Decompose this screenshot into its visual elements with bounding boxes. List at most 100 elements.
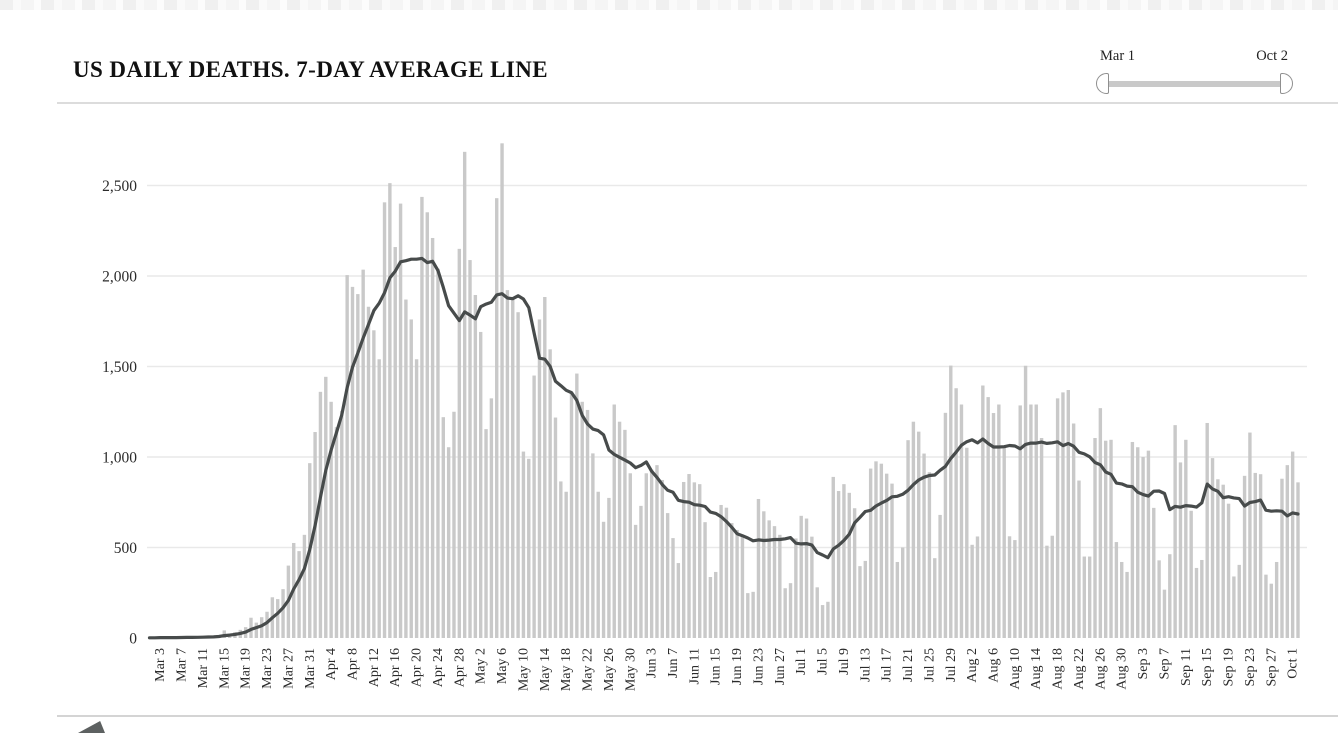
daily-deaths-bar[interactable]: [890, 483, 894, 638]
daily-deaths-bar[interactable]: [500, 143, 504, 638]
daily-deaths-bar[interactable]: [799, 515, 803, 638]
daily-deaths-bar[interactable]: [644, 473, 648, 638]
daily-deaths-bar[interactable]: [414, 359, 419, 638]
daily-deaths-bar[interactable]: [1013, 540, 1017, 638]
daily-deaths-bar[interactable]: [735, 529, 739, 638]
daily-deaths-bar[interactable]: [1077, 480, 1081, 638]
daily-deaths-bar[interactable]: [446, 447, 451, 638]
daily-deaths-bar[interactable]: [911, 421, 916, 638]
daily-deaths-bar[interactable]: [954, 388, 958, 638]
daily-deaths-bar[interactable]: [430, 237, 435, 639]
daily-deaths-bar[interactable]: [1109, 439, 1113, 638]
daily-deaths-bar[interactable]: [1226, 503, 1231, 638]
daily-deaths-bar[interactable]: [852, 508, 857, 638]
daily-deaths-bar[interactable]: [361, 269, 365, 638]
daily-deaths-bar[interactable]: [441, 417, 446, 638]
daily-deaths-bar[interactable]: [420, 196, 424, 638]
daily-deaths-bar[interactable]: [1290, 451, 1295, 638]
daily-deaths-bar[interactable]: [1130, 441, 1135, 638]
daily-deaths-bar[interactable]: [1178, 462, 1183, 638]
daily-deaths-bar[interactable]: [1232, 576, 1236, 638]
daily-deaths-bar[interactable]: [730, 523, 734, 638]
daily-deaths-bar[interactable]: [665, 513, 670, 638]
daily-deaths-bar[interactable]: [1285, 465, 1290, 638]
daily-deaths-bar[interactable]: [462, 151, 467, 639]
daily-deaths-bar[interactable]: [949, 365, 953, 638]
daily-deaths-bar[interactable]: [810, 536, 814, 638]
daily-deaths-bar[interactable]: [847, 492, 851, 638]
daily-deaths-bar[interactable]: [366, 306, 371, 638]
daily-deaths-bar[interactable]: [970, 544, 974, 638]
daily-deaths-bar[interactable]: [681, 481, 686, 638]
daily-deaths-bar[interactable]: [698, 484, 702, 638]
daily-deaths-bar[interactable]: [1242, 475, 1247, 638]
daily-deaths-bar[interactable]: [906, 440, 910, 638]
daily-deaths-bar[interactable]: [1152, 507, 1156, 638]
daily-deaths-bar[interactable]: [543, 296, 547, 638]
daily-deaths-bar[interactable]: [788, 583, 793, 638]
daily-deaths-bar[interactable]: [452, 411, 456, 638]
daily-deaths-bar[interactable]: [997, 404, 1001, 638]
daily-deaths-bar[interactable]: [933, 558, 937, 638]
daily-deaths-bar[interactable]: [302, 534, 307, 638]
daily-deaths-bar[interactable]: [1061, 392, 1065, 638]
daily-deaths-bar[interactable]: [804, 518, 809, 638]
daily-deaths-bar[interactable]: [495, 198, 499, 639]
daily-deaths-bar[interactable]: [259, 617, 264, 638]
daily-deaths-bar[interactable]: [1034, 404, 1038, 638]
daily-deaths-bar[interactable]: [617, 421, 622, 638]
daily-deaths-bar[interactable]: [409, 319, 413, 638]
daily-deaths-bar[interactable]: [1221, 484, 1225, 638]
daily-deaths-bar[interactable]: [1184, 439, 1188, 638]
daily-deaths-bar[interactable]: [1045, 545, 1049, 638]
daily-deaths-bar[interactable]: [1007, 536, 1012, 638]
daily-deaths-bar[interactable]: [975, 536, 980, 638]
daily-deaths-bar[interactable]: [1002, 445, 1006, 638]
daily-deaths-bar[interactable]: [473, 295, 478, 638]
daily-deaths-bar[interactable]: [938, 514, 942, 638]
daily-deaths-bar[interactable]: [559, 481, 563, 638]
daily-deaths-bar[interactable]: [585, 409, 590, 638]
daily-deaths-bar[interactable]: [345, 275, 349, 638]
daily-deaths-bar[interactable]: [382, 202, 387, 638]
daily-deaths-bar[interactable]: [692, 482, 697, 638]
daily-deaths-bar[interactable]: [868, 468, 873, 638]
daily-deaths-bar[interactable]: [548, 349, 552, 638]
daily-deaths-bar[interactable]: [393, 247, 397, 639]
daily-deaths-bar[interactable]: [1018, 405, 1022, 638]
daily-deaths-bar[interactable]: [388, 183, 392, 638]
daily-deaths-bar[interactable]: [874, 461, 878, 638]
daily-deaths-bar[interactable]: [1029, 404, 1033, 638]
daily-deaths-bar[interactable]: [297, 551, 301, 638]
daily-deaths-bar[interactable]: [783, 588, 787, 638]
daily-deaths-bar[interactable]: [991, 413, 996, 638]
daily-deaths-bar[interactable]: [660, 479, 665, 638]
daily-deaths-bar[interactable]: [489, 398, 494, 638]
daily-deaths-bar[interactable]: [468, 260, 472, 638]
daily-deaths-bar[interactable]: [986, 397, 990, 638]
daily-deaths-bar[interactable]: [901, 547, 905, 639]
daily-deaths-bar[interactable]: [1168, 554, 1172, 638]
daily-deaths-bar[interactable]: [1248, 432, 1252, 638]
daily-deaths-bar[interactable]: [687, 474, 691, 638]
daily-deaths-bar[interactable]: [398, 203, 403, 638]
daily-deaths-bar[interactable]: [1125, 571, 1129, 638]
daily-deaths-bar[interactable]: [404, 299, 408, 638]
daily-deaths-bar[interactable]: [1055, 398, 1060, 638]
daily-deaths-bar[interactable]: [965, 447, 969, 638]
daily-deaths-bar[interactable]: [313, 432, 317, 638]
daily-deaths-bar[interactable]: [762, 511, 766, 638]
daily-deaths-bar[interactable]: [879, 463, 884, 638]
daily-deaths-bar[interactable]: [1269, 583, 1273, 638]
daily-deaths-bar[interactable]: [884, 473, 889, 638]
daily-deaths-bar[interactable]: [372, 330, 376, 638]
daily-deaths-bar[interactable]: [714, 571, 718, 638]
daily-deaths-bar[interactable]: [820, 605, 825, 638]
daily-deaths-bar[interactable]: [532, 375, 536, 638]
daily-deaths-bar[interactable]: [943, 412, 948, 638]
daily-deaths-bar[interactable]: [863, 560, 868, 638]
daily-deaths-bar[interactable]: [596, 491, 600, 638]
daily-deaths-bar[interactable]: [1258, 474, 1263, 638]
daily-deaths-bar[interactable]: [329, 401, 333, 638]
daily-deaths-bar[interactable]: [1194, 567, 1199, 638]
